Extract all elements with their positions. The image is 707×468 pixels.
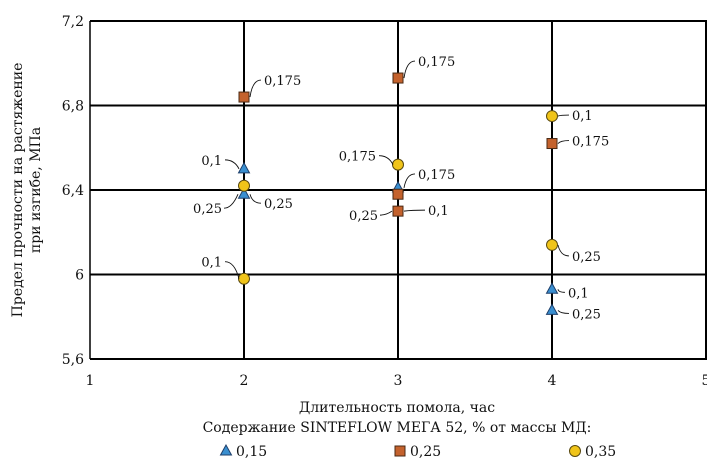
point-square — [392, 188, 404, 200]
legend-label: 0,35 — [585, 444, 616, 460]
y-tick-label: 6,8 — [62, 99, 84, 115]
point-square — [392, 205, 404, 217]
point-square — [392, 72, 404, 84]
data-label: 0,25 — [572, 307, 601, 322]
data-points — [237, 72, 559, 315]
legend-label: 0,15 — [236, 444, 267, 460]
y-tick-label: 5,6 — [62, 352, 84, 368]
data-label: 0,1 — [572, 109, 593, 124]
point-triangle — [237, 187, 251, 199]
point-triangle — [545, 282, 559, 294]
x-tick-label: 3 — [394, 373, 403, 389]
label-leader — [224, 159, 240, 170]
x-tick-label: 5 — [702, 373, 707, 389]
legend-title: Содержание SINTEFLOW МЕГА 52, % от массы… — [203, 420, 592, 436]
label-leader — [557, 114, 570, 117]
y-axis-title-line1: Предел прочности на растяжение — [10, 63, 26, 318]
data-label: 0,175 — [264, 74, 301, 89]
label-leader — [557, 289, 566, 293]
label-leader — [224, 261, 240, 279]
point-triangle — [545, 303, 559, 315]
point-circle — [546, 238, 558, 251]
label-leader — [557, 244, 570, 257]
data-label: 0,25 — [193, 202, 222, 217]
point-labels: 0,1 0,25 0,175 0,1 0,25 0,175 0,175 0,1 0,175 0,1… — [193, 55, 609, 322]
label-leader — [403, 209, 426, 212]
label-leader — [403, 173, 416, 188]
legend-marker-triangle — [219, 443, 233, 456]
point-circle — [238, 179, 250, 192]
point-circle — [238, 272, 250, 285]
label-leader — [378, 155, 394, 165]
point-circle — [392, 158, 404, 171]
data-label: 0,1 — [428, 204, 449, 219]
x-tick-label: 4 — [548, 373, 557, 389]
label-leader — [557, 310, 570, 314]
label-leader — [557, 140, 570, 144]
data-label: 0,1 — [201, 154, 222, 169]
label-leader — [379, 210, 393, 216]
label-leader — [249, 79, 262, 98]
point-circle — [546, 110, 558, 123]
y-tick-label: 7,2 — [62, 14, 84, 30]
data-label: 0,25 — [349, 209, 378, 224]
data-label: 0,175 — [418, 55, 455, 70]
legend-marker-circle — [569, 445, 581, 457]
label-leader — [403, 60, 416, 79]
data-label: 0,175 — [339, 150, 376, 165]
x-tick-label: 2 — [240, 373, 249, 389]
y-axis-title-line2: при изгибе, МПа — [28, 127, 44, 253]
point-square — [546, 138, 558, 150]
data-label: 0,175 — [572, 135, 609, 150]
y-tick-label: 6,4 — [62, 183, 84, 199]
point-square — [238, 91, 250, 103]
data-label: 0,25 — [572, 250, 601, 265]
label-leader — [249, 194, 262, 204]
tick-labels: 5,6 6 6,4 6,8 7,2 1 2 3 4 5 — [62, 14, 707, 389]
data-label: 0,1 — [568, 286, 589, 301]
x-axis-title: Длительность помола, час — [299, 400, 495, 416]
data-label: 0,25 — [264, 197, 293, 212]
point-triangle — [237, 161, 251, 174]
y-tick-label: 6 — [75, 268, 84, 284]
legend-marker-square — [394, 445, 406, 457]
x-tick-label: 1 — [86, 373, 95, 389]
label-leader — [223, 194, 239, 209]
data-label: 0,175 — [418, 168, 455, 183]
data-label: 0,1 — [201, 256, 222, 271]
legend-label: 0,25 — [410, 444, 441, 460]
legend: 0,15 0,25 0,35 — [219, 443, 616, 460]
